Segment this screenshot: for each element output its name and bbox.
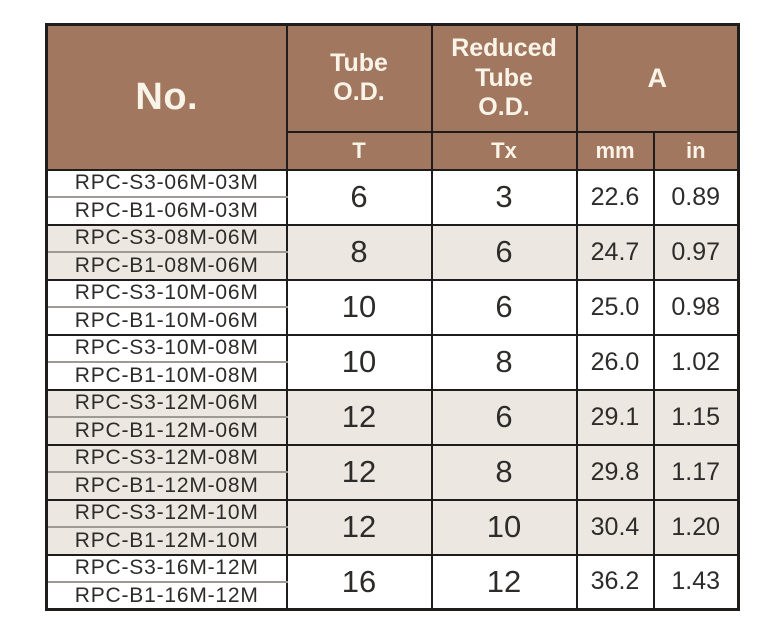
tube-od-value: 12 [285, 443, 433, 501]
table-row: RPC-S3-16M-12M 16 12 36.2 1.43 [45, 553, 740, 611]
a-in-value: 1.15 [652, 388, 740, 446]
a-in-value: 1.02 [652, 333, 740, 391]
part-number-s3: RPC-S3-12M-06M [45, 388, 288, 418]
table-row: RPC-B1-10M-08M [45, 361, 739, 391]
table-row: RPC-S3-08M-06M 8 6 24.7 0.97 [45, 223, 740, 281]
reduced-tube-od-value: 8 [430, 443, 578, 501]
table-row: RPC-S3-10M-06M 10 6 25.0 0.98 [45, 278, 740, 336]
table-row: RPC-B1-12M-06M [45, 416, 739, 446]
col-header-no: No. [45, 23, 288, 171]
part-number-s3: RPC-S3-10M-08M [45, 333, 288, 363]
table-row: RPC-S3-12M-10M 12 10 30.4 1.20 [45, 498, 740, 556]
part-number-b1: RPC-B1-12M-08M [45, 471, 288, 501]
subcol-header-in: in [652, 130, 740, 171]
part-number-s3: RPC-S3-16M-12M [45, 553, 288, 583]
part-number-b1: RPC-B1-10M-06M [45, 306, 288, 336]
col-header-tube-od: Tube O.D. [285, 23, 433, 133]
tube-od-value: 8 [285, 223, 433, 281]
part-number-s3: RPC-S3-12M-08M [45, 443, 288, 473]
a-mm-value: 26.0 [575, 333, 655, 391]
reduced-tube-od-value: 8 [430, 333, 578, 391]
a-in-value: 1.17 [652, 443, 740, 501]
tube-od-value: 10 [285, 333, 433, 391]
part-number-b1: RPC-B1-16M-12M [45, 581, 288, 611]
tube-od-value: 12 [285, 388, 433, 446]
a-mm-value: 24.7 [575, 223, 655, 281]
col-header-a: A [575, 23, 740, 133]
reduced-tube-od-value: 6 [430, 388, 578, 446]
table-row: RPC-S3-12M-08M 12 8 29.8 1.17 [45, 443, 740, 501]
reduced-tube-od-value: 3 [430, 168, 578, 226]
reduced-tube-od-value: 6 [430, 223, 578, 281]
reduced-tube-od-value: 12 [430, 553, 578, 611]
part-number-s3: RPC-S3-06M-03M [45, 168, 288, 198]
subcol-header-tx: Tx [430, 130, 578, 171]
part-number-b1: RPC-B1-12M-10M [45, 526, 288, 556]
a-mm-value: 25.0 [575, 278, 655, 336]
table-body: RPC-S3-06M-03M 6 3 22.6 0.89 RPC-B1-06M-03M RP… [45, 168, 740, 611]
part-number-b1: RPC-B1-12M-06M [45, 416, 288, 446]
tube-od-value: 10 [285, 278, 433, 336]
table-row: RPC-S3-06M-03M 6 3 22.6 0.89 [45, 168, 740, 226]
a-in-value: 1.43 [652, 553, 740, 611]
a-mm-value: 30.4 [575, 498, 655, 556]
a-in-value: 0.97 [652, 223, 740, 281]
tube-od-value: 16 [285, 553, 433, 611]
reduced-tube-od-value: 10 [430, 498, 578, 556]
part-number-s3: RPC-S3-08M-06M [45, 223, 288, 253]
a-in-value: 0.98 [652, 278, 740, 336]
table-row: RPC-B1-08M-06M [45, 251, 739, 281]
a-mm-value: 22.6 [575, 168, 655, 226]
table-row: RPC-B1-10M-06M [45, 306, 739, 336]
reduced-tube-od-value: 6 [430, 278, 578, 336]
a-mm-value: 36.2 [575, 553, 655, 611]
tube-od-value: 12 [285, 498, 433, 556]
tube-od-value: 6 [285, 168, 433, 226]
table-row: RPC-B1-12M-08M [45, 471, 739, 501]
a-mm-value: 29.8 [575, 443, 655, 501]
table-row: RPC-S3-10M-08M 10 8 26.0 1.02 [45, 333, 740, 391]
subcol-header-mm: mm [575, 130, 655, 171]
a-in-value: 1.20 [652, 498, 740, 556]
table-header: No. Tube O.D. Reduced Tube O.D. A T Tx m… [45, 23, 740, 171]
table-row: RPC-B1-12M-10M [45, 526, 739, 556]
part-number-s3: RPC-S3-12M-10M [45, 498, 288, 528]
table-row: RPC-B1-06M-03M [45, 196, 739, 226]
part-number-s3: RPC-S3-10M-06M [45, 278, 288, 308]
part-number-b1: RPC-B1-06M-03M [45, 196, 288, 226]
tube-reducer-spec-table: No. Tube O.D. Reduced Tube O.D. A T Tx m… [45, 23, 740, 611]
table-row: RPC-S3-12M-06M 12 6 29.1 1.15 [45, 388, 740, 446]
table-row: RPC-B1-16M-12M [45, 581, 739, 611]
a-in-value: 0.89 [652, 168, 740, 226]
part-number-b1: RPC-B1-10M-08M [45, 361, 288, 391]
subcol-header-t: T [285, 130, 433, 171]
part-number-b1: RPC-B1-08M-06M [45, 251, 288, 281]
a-mm-value: 29.1 [575, 388, 655, 446]
col-header-reduced-tube-od: Reduced Tube O.D. [430, 23, 578, 133]
